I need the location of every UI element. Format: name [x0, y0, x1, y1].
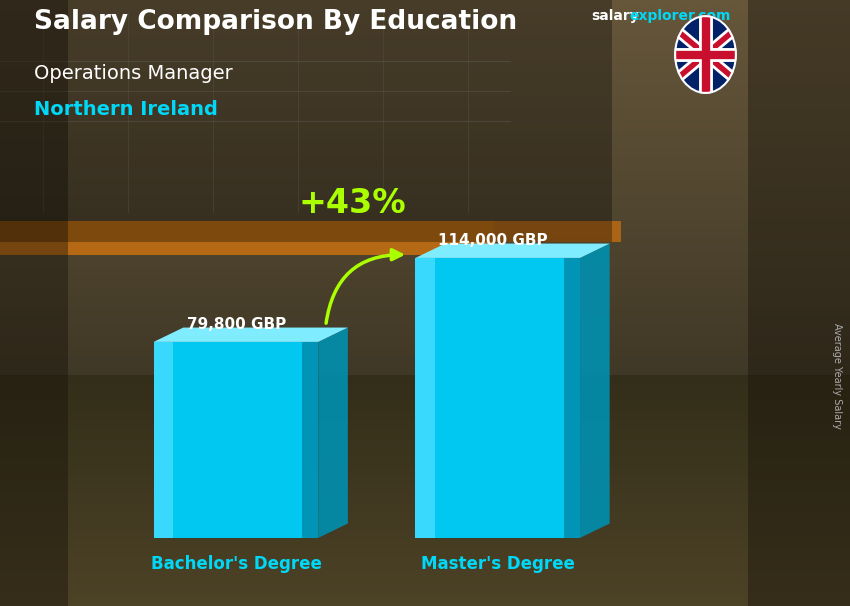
Bar [564, 258, 580, 538]
Bar [302, 342, 318, 538]
Bar [416, 258, 435, 538]
Bar [0, 221, 493, 255]
Bar [493, 221, 620, 242]
Text: Master's Degree: Master's Degree [421, 554, 575, 573]
Text: Bachelor's Degree: Bachelor's Degree [150, 554, 321, 573]
Text: Northern Ireland: Northern Ireland [34, 100, 218, 119]
Text: 79,800 GBP: 79,800 GBP [187, 318, 286, 332]
Text: Operations Manager: Operations Manager [34, 64, 233, 82]
Bar [416, 258, 580, 538]
Text: +43%: +43% [298, 187, 405, 220]
Text: Average Yearly Salary: Average Yearly Salary [832, 323, 842, 428]
Polygon shape [416, 244, 609, 258]
Bar [748, 0, 850, 606]
Text: salary: salary [591, 9, 638, 23]
Bar [0, 0, 68, 606]
FancyArrowPatch shape [326, 250, 401, 323]
Text: 114,000 GBP: 114,000 GBP [438, 233, 547, 248]
Bar [154, 342, 318, 538]
Polygon shape [318, 328, 348, 538]
Polygon shape [580, 244, 609, 538]
Text: explorer.com: explorer.com [629, 9, 730, 23]
Bar [154, 342, 173, 538]
Polygon shape [154, 328, 348, 342]
Text: Salary Comparison By Education: Salary Comparison By Education [34, 9, 517, 35]
Bar [0, 0, 612, 242]
